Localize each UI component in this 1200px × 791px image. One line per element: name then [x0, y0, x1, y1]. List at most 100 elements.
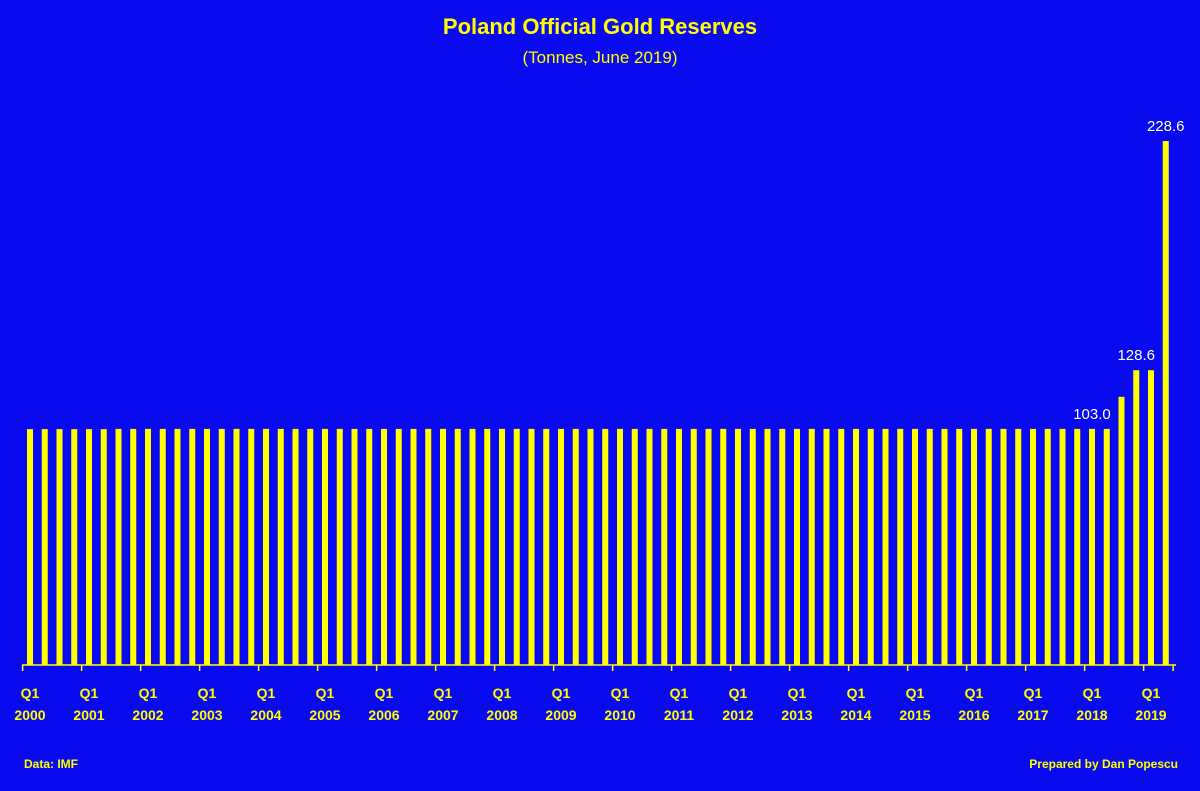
bar — [735, 428, 741, 665]
bar — [646, 428, 653, 665]
x-tick-label: Q1 2000 — [14, 685, 46, 723]
bar — [838, 428, 845, 665]
bar — [1162, 141, 1169, 665]
bar — [558, 428, 564, 665]
bar — [366, 428, 373, 665]
bar — [956, 428, 963, 665]
x-tick-label: Q1 2012 — [722, 685, 754, 723]
bar — [322, 428, 328, 665]
bar — [1059, 428, 1066, 665]
bar — [779, 428, 786, 665]
bar — [543, 428, 550, 665]
bar — [602, 428, 609, 665]
bar — [425, 428, 432, 665]
bar — [351, 428, 358, 665]
bar — [440, 428, 446, 665]
chart-title: Poland Official Gold Reserves — [442, 14, 758, 39]
x-tick-label: Q1 2017 — [1017, 685, 1049, 723]
bar — [749, 428, 756, 665]
x-tick-label: Q1 2001 — [73, 685, 105, 723]
bar — [292, 428, 299, 665]
bar — [159, 428, 166, 665]
bar — [764, 428, 771, 665]
bar — [86, 429, 92, 665]
x-tick-label: Q1 2014 — [840, 685, 872, 723]
bar — [174, 428, 181, 665]
value-label: 103.0 — [1073, 406, 1111, 423]
bar — [71, 429, 78, 665]
bar — [189, 428, 196, 665]
bar — [971, 428, 977, 665]
bar — [587, 428, 594, 665]
bar — [1118, 396, 1125, 665]
x-tick-label: Q1 2008 — [486, 685, 518, 723]
bar — [867, 428, 874, 665]
x-tick-label: Q1 2005 — [309, 685, 341, 723]
bar — [336, 428, 343, 665]
bar — [115, 428, 122, 665]
bar — [705, 428, 712, 665]
bar — [823, 428, 830, 665]
bar — [218, 428, 225, 665]
bar — [100, 429, 107, 665]
x-tick-label: Q1 2013 — [781, 685, 813, 723]
chart-subtitle: (Tonnes, June 2019) — [522, 48, 678, 67]
bar — [794, 428, 800, 665]
bar — [1000, 428, 1007, 665]
bar — [690, 428, 697, 665]
bar — [572, 428, 579, 665]
bar — [1133, 370, 1140, 665]
credit-note: Prepared by Dan Popescu — [1029, 757, 1178, 771]
bar — [454, 428, 461, 665]
x-tick-label: Q1 2006 — [368, 685, 400, 723]
x-tick-label: Q1 2018 — [1076, 685, 1108, 723]
bar — [56, 429, 63, 665]
bar — [204, 428, 210, 665]
value-label: 128.6 — [1117, 347, 1155, 364]
bar — [1148, 370, 1154, 665]
bar — [941, 428, 948, 665]
bar — [912, 428, 918, 665]
bar — [381, 428, 387, 665]
bar — [1074, 428, 1081, 665]
bar — [1103, 428, 1110, 665]
bar — [617, 428, 623, 665]
bar — [469, 428, 476, 665]
bar — [27, 429, 33, 665]
x-tick-label: Q1 2009 — [545, 685, 577, 723]
bar — [513, 428, 520, 665]
x-tick-label: Q1 2015 — [899, 685, 931, 723]
x-tick-label: Q1 2007 — [427, 685, 459, 723]
bar — [130, 428, 137, 665]
bar — [41, 429, 48, 665]
x-tick-label: Q1 2011 — [663, 685, 695, 723]
bar — [808, 428, 815, 665]
x-tick-label: Q1 2016 — [958, 685, 990, 723]
bar — [395, 428, 402, 665]
bar — [1089, 428, 1095, 665]
bar — [499, 428, 505, 665]
bar — [897, 428, 904, 665]
bar — [1044, 428, 1051, 665]
bar — [676, 428, 682, 665]
bar — [631, 428, 638, 665]
bar — [248, 428, 255, 665]
bar — [882, 428, 889, 665]
bar — [145, 428, 151, 665]
bar — [233, 428, 240, 665]
source-note: Data: IMF — [24, 757, 78, 771]
bar — [484, 428, 491, 665]
x-tick-label: Q1 2019 — [1135, 685, 1167, 723]
x-tick-label: Q1 2010 — [604, 685, 636, 723]
bar — [1030, 428, 1036, 665]
x-tick-label: Q1 2004 — [250, 685, 282, 723]
bar — [528, 428, 535, 665]
x-tick-label: Q1 2003 — [191, 685, 223, 723]
bar — [985, 428, 992, 665]
value-label: 228.6 — [1147, 118, 1185, 135]
bar — [720, 428, 727, 665]
bar — [307, 428, 314, 665]
bar — [1015, 428, 1022, 665]
